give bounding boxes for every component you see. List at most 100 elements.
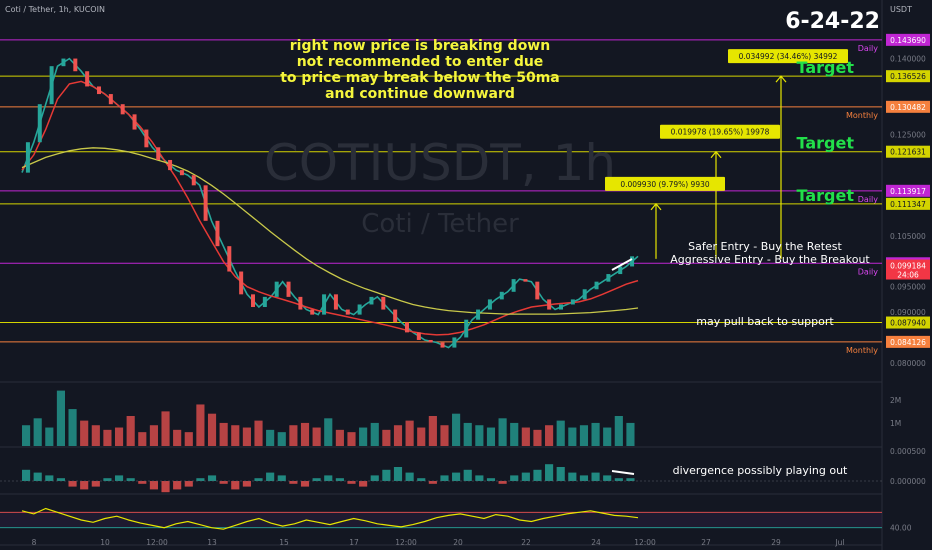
volume-bar [103,429,112,446]
volume-bar [347,432,356,446]
momentum-bar [475,475,484,481]
level-price-tag [886,335,930,348]
momentum-bar [242,481,251,487]
target-measure-label: 0.034992 (34.46%) 34992 [739,52,838,61]
volume-bar [22,425,31,446]
volume-bar [498,418,507,446]
volume-bar [289,425,298,446]
x-tick-label: Jul [834,538,844,547]
candle [570,299,575,305]
momentum-bar [184,481,193,487]
volume-bar [545,425,554,446]
level-price-tag [886,70,930,83]
target-arrow-head [775,75,787,83]
momentum-bar [556,467,565,481]
volume-bar [45,427,54,446]
momentum-bar [568,472,577,481]
momentum-bar [626,478,635,481]
candle [97,86,101,95]
momentum-bar [347,481,356,484]
target-measure-label: 0.019978 (19.65%) 19978 [671,128,770,137]
momentum-bar [405,472,414,481]
momentum-bar [312,478,321,481]
momentum-bar [126,478,135,481]
target-arrow-head [650,202,662,211]
target-label: Target [797,134,855,153]
candle [286,281,291,297]
momentum-bar [370,475,379,481]
level-price-label: 0.087940 [890,319,926,328]
candle [393,309,398,323]
volume-bar [463,422,472,446]
volume-bar [614,416,623,446]
momentum-bar [463,469,472,481]
candle [357,304,362,315]
candle [156,147,161,160]
momentum-bar [219,481,228,484]
momentum-bar [335,478,344,481]
candle [630,256,635,267]
volume-tick-label: 1M [890,419,901,428]
momentum-bar [591,472,600,481]
candle [108,94,113,105]
momentum-tick-label: 0.000000 [890,477,926,486]
volume-bar [382,429,391,446]
x-tick-label: 13 [207,538,217,547]
level-price-label: 0.143690 [890,36,926,45]
candle [203,185,208,221]
momentum-bar [510,475,519,481]
candle [215,220,220,247]
volume-bar [231,425,240,446]
divergence-note: divergence possibly playing out [673,464,848,477]
candle [310,309,315,315]
candle [606,274,611,282]
pullback-note: may pull back to support [696,315,834,328]
candle [132,114,137,130]
momentum-bar [149,481,158,490]
momentum-bar [277,475,286,481]
x-tick-label: 22 [521,538,531,547]
candle [191,175,196,186]
momentum-tick-label: 0.000500 [890,447,926,456]
momentum-bar [22,469,31,481]
volume-bar [161,411,170,446]
volume-bar [603,427,612,446]
volume-bar [242,427,251,446]
main-note-line: not recommended to enter due [297,54,544,70]
volume-bar [196,404,205,446]
momentum-bar [68,481,77,487]
volume-bar [173,429,182,446]
candle [61,58,66,67]
aggressive-entry-note: Aggressive Entry - Buy the Breakout [670,253,870,266]
last-price-label: 0.099184 [890,262,926,271]
momentum-bar [161,481,170,493]
momentum-bar [533,469,542,481]
momentum-bar [289,481,298,484]
momentum-bar [207,475,217,481]
target-measure-label: 0.009930 (9.79%) 9930 [620,180,710,189]
breakout-marker [611,258,633,271]
target-label: Target [797,186,855,205]
volume-bar [33,418,42,446]
volume-bar [486,427,496,446]
momentum-bar [138,481,147,484]
candle [487,299,492,310]
volume-bar [452,413,461,446]
candle [298,296,303,310]
rsi-band [0,512,882,528]
volume-bar [591,422,600,446]
level-price-label: 0.113917 [890,187,926,196]
candle [618,266,623,275]
level-price-tag [886,100,930,113]
target-measure-box [660,124,780,139]
candle [369,296,374,305]
watermark-name: Coti / Tether [361,209,519,239]
main-note-line: to price may break below the 50ma [280,70,560,86]
candle [168,159,173,171]
candle [440,342,445,348]
volume-bar [475,425,484,446]
x-tick-label: 29 [771,538,781,547]
candle [227,246,232,272]
volume-bar [184,432,193,446]
